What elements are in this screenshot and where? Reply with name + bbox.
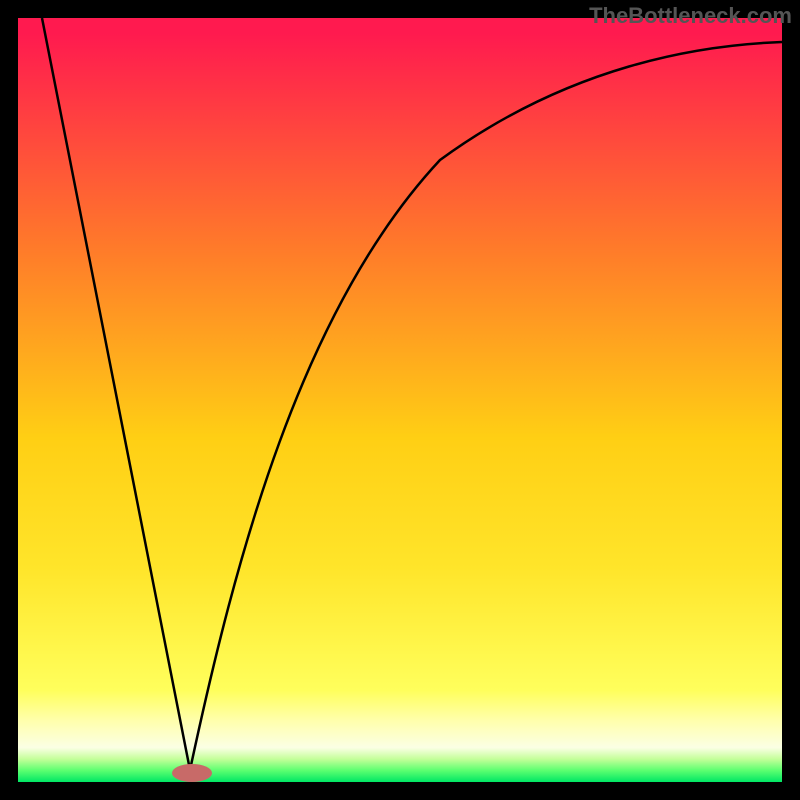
plot-area	[18, 18, 782, 782]
optimum-marker	[172, 764, 212, 782]
chart-svg	[0, 0, 800, 800]
chart-container: TheBottleneck.com	[0, 0, 800, 800]
watermark-text: TheBottleneck.com	[589, 3, 792, 29]
